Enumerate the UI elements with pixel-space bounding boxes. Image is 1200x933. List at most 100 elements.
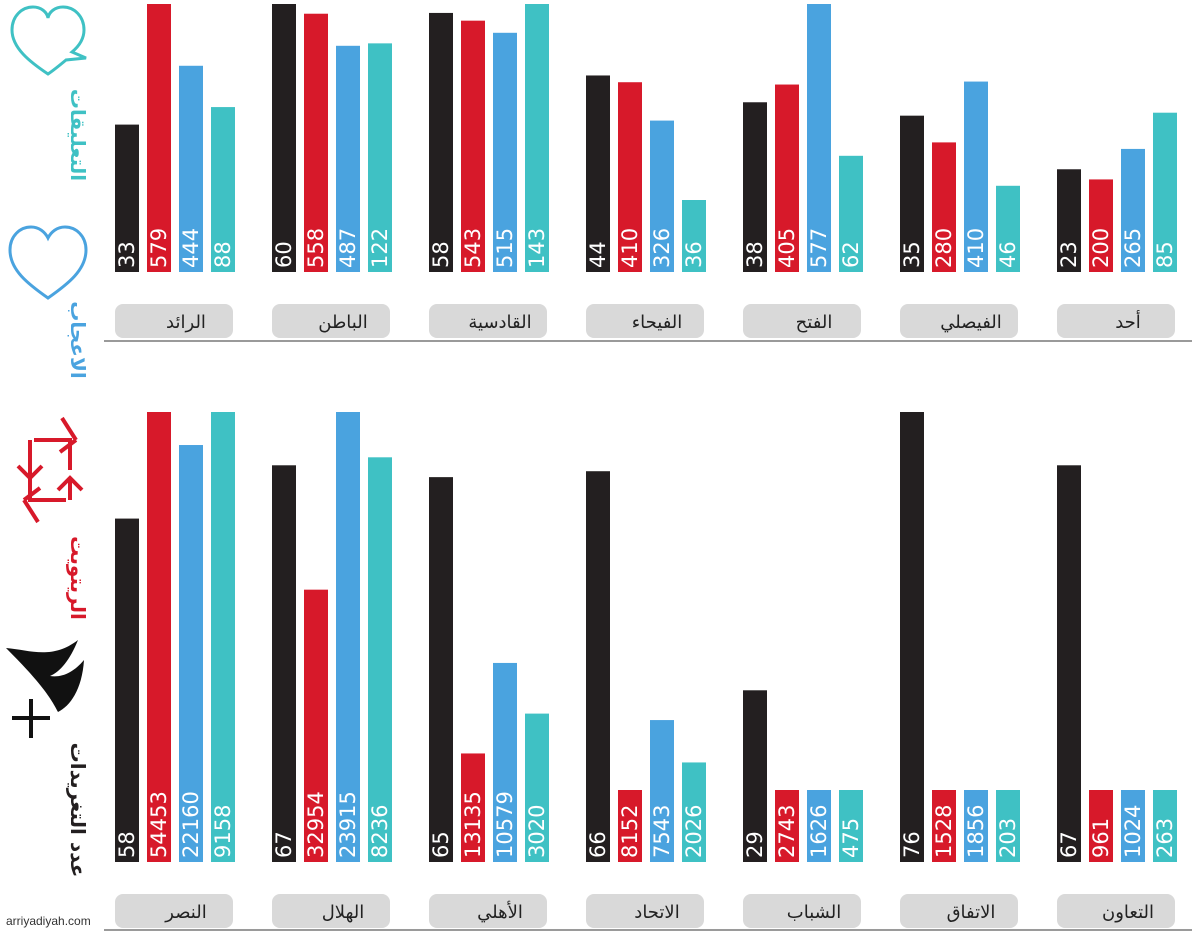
bar-likes-4 bbox=[807, 790, 831, 862]
bar-value-label: 67 bbox=[272, 831, 296, 858]
bar-comments-0 bbox=[211, 107, 235, 272]
category-pill bbox=[1057, 304, 1175, 338]
bar-comments-5 bbox=[996, 185, 1020, 272]
bar-value-label: 444 bbox=[179, 228, 203, 268]
bar-comments-0 bbox=[211, 412, 235, 862]
bar-value-label: 66 bbox=[586, 831, 610, 858]
bar-value-label: 1626 bbox=[807, 805, 831, 858]
bar-retweets-4 bbox=[775, 84, 799, 273]
bar-likes-3 bbox=[650, 720, 674, 862]
bar-value-label: 33 bbox=[115, 241, 139, 268]
bar-value-label: 38 bbox=[743, 241, 767, 268]
bar-tweets-3 bbox=[586, 471, 610, 862]
category-label: الشباب bbox=[787, 902, 841, 923]
bar-retweets-5 bbox=[932, 790, 956, 862]
bottom-panel: 58 54453 22160 9158 النصر 67 32954 23915 8236 اله… bbox=[104, 412, 1192, 931]
bar-likes-6 bbox=[1121, 148, 1145, 272]
bar-value-label: 10579 bbox=[493, 791, 517, 858]
category-label: النصر bbox=[164, 902, 206, 923]
bar-tweets-1 bbox=[272, 4, 296, 272]
bar-comments-5 bbox=[996, 790, 1020, 862]
category-pill bbox=[429, 304, 547, 338]
retweet-icon bbox=[16, 416, 84, 524]
bar-comments-6 bbox=[1153, 112, 1177, 272]
bar-retweets-1 bbox=[304, 589, 328, 862]
bar-comments-4 bbox=[839, 155, 863, 272]
bar-value-label: 58 bbox=[429, 241, 453, 268]
bar-value-label: 200 bbox=[1089, 228, 1113, 268]
category-pill bbox=[586, 304, 704, 338]
bar-value-label: 410 bbox=[964, 228, 988, 268]
bar-retweets-2 bbox=[461, 753, 485, 862]
legend-retweets-label: الريتويت bbox=[66, 536, 90, 620]
legend-tweets-label: عدد التغريدات bbox=[66, 742, 90, 878]
bar-value-label: 76 bbox=[900, 831, 924, 858]
bar-tweets-4 bbox=[743, 102, 767, 273]
bar-value-label: 961 bbox=[1089, 818, 1113, 858]
bar-value-label: 85 bbox=[1153, 241, 1177, 268]
bar-value-label: 203 bbox=[996, 818, 1020, 858]
bar-value-label: 515 bbox=[493, 228, 517, 268]
bar-value-label: 23 bbox=[1057, 241, 1081, 268]
category-pill bbox=[115, 894, 233, 928]
heart-icon bbox=[8, 225, 88, 300]
bar-value-label: 36 bbox=[682, 241, 706, 268]
bar-retweets-2 bbox=[461, 20, 485, 273]
bar-likes-1 bbox=[336, 412, 360, 862]
category-label: الفتح bbox=[796, 312, 833, 333]
bar-likes-5 bbox=[964, 81, 988, 272]
category-label: الفيصلي bbox=[940, 312, 1002, 333]
bar-retweets-4 bbox=[775, 790, 799, 862]
category-pill bbox=[743, 304, 861, 338]
bar-value-label: 405 bbox=[775, 228, 799, 268]
bar-tweets-3 bbox=[586, 75, 610, 272]
bar-likes-2 bbox=[493, 32, 517, 272]
comment-heart-icon bbox=[10, 5, 87, 76]
bar-comments-4 bbox=[839, 790, 863, 862]
bar-likes-0 bbox=[179, 445, 203, 862]
bar-comments-3 bbox=[682, 200, 706, 272]
bar-value-label: 1856 bbox=[964, 805, 988, 858]
bar-value-label: 263 bbox=[1153, 818, 1177, 858]
bar-value-label: 122 bbox=[368, 228, 392, 268]
bar-value-label: 543 bbox=[461, 228, 485, 268]
category-label: الرائد bbox=[166, 312, 206, 333]
category-pill bbox=[272, 304, 390, 338]
bar-value-label: 8236 bbox=[368, 805, 392, 858]
bar-retweets-6 bbox=[1089, 790, 1113, 862]
bar-tweets-4 bbox=[743, 690, 767, 862]
bar-value-label: 280 bbox=[932, 228, 956, 268]
category-label: الاتفاق bbox=[947, 902, 996, 923]
bar-retweets-3 bbox=[618, 82, 642, 273]
bar-comments-6 bbox=[1153, 790, 1177, 862]
bar-value-label: 88 bbox=[211, 241, 235, 268]
bar-value-label: 58 bbox=[115, 831, 139, 858]
bar-likes-6 bbox=[1121, 790, 1145, 862]
bar-value-label: 558 bbox=[304, 228, 328, 268]
category-pill bbox=[1057, 894, 1175, 928]
bar-comments-1 bbox=[368, 43, 392, 272]
site-credit: arriyadiyah.com bbox=[6, 914, 91, 928]
bar-likes-4 bbox=[807, 4, 831, 272]
quill-plus-icon bbox=[6, 640, 84, 738]
bar-value-label: 60 bbox=[272, 241, 296, 268]
bar-value-label: 32954 bbox=[304, 791, 328, 858]
bar-value-label: 2026 bbox=[682, 805, 706, 858]
bar-value-label: 67 bbox=[1057, 831, 1081, 858]
bar-tweets-2 bbox=[429, 477, 453, 862]
category-label: الاتحاد bbox=[634, 902, 679, 923]
category-label: الباطن bbox=[318, 312, 367, 333]
bar-retweets-3 bbox=[618, 790, 642, 862]
bar-retweets-5 bbox=[932, 142, 956, 272]
bar-likes-0 bbox=[179, 65, 203, 273]
bar-likes-1 bbox=[336, 45, 360, 272]
bar-value-label: 54453 bbox=[147, 791, 171, 858]
bar-retweets-6 bbox=[1089, 179, 1113, 272]
category-pill bbox=[272, 894, 390, 928]
bar-value-label: 44 bbox=[586, 241, 610, 268]
category-pill bbox=[115, 304, 233, 338]
bar-value-label: 410 bbox=[618, 228, 642, 268]
category-label: الفيحاء bbox=[632, 312, 683, 333]
category-label: الأهلي bbox=[477, 901, 523, 923]
